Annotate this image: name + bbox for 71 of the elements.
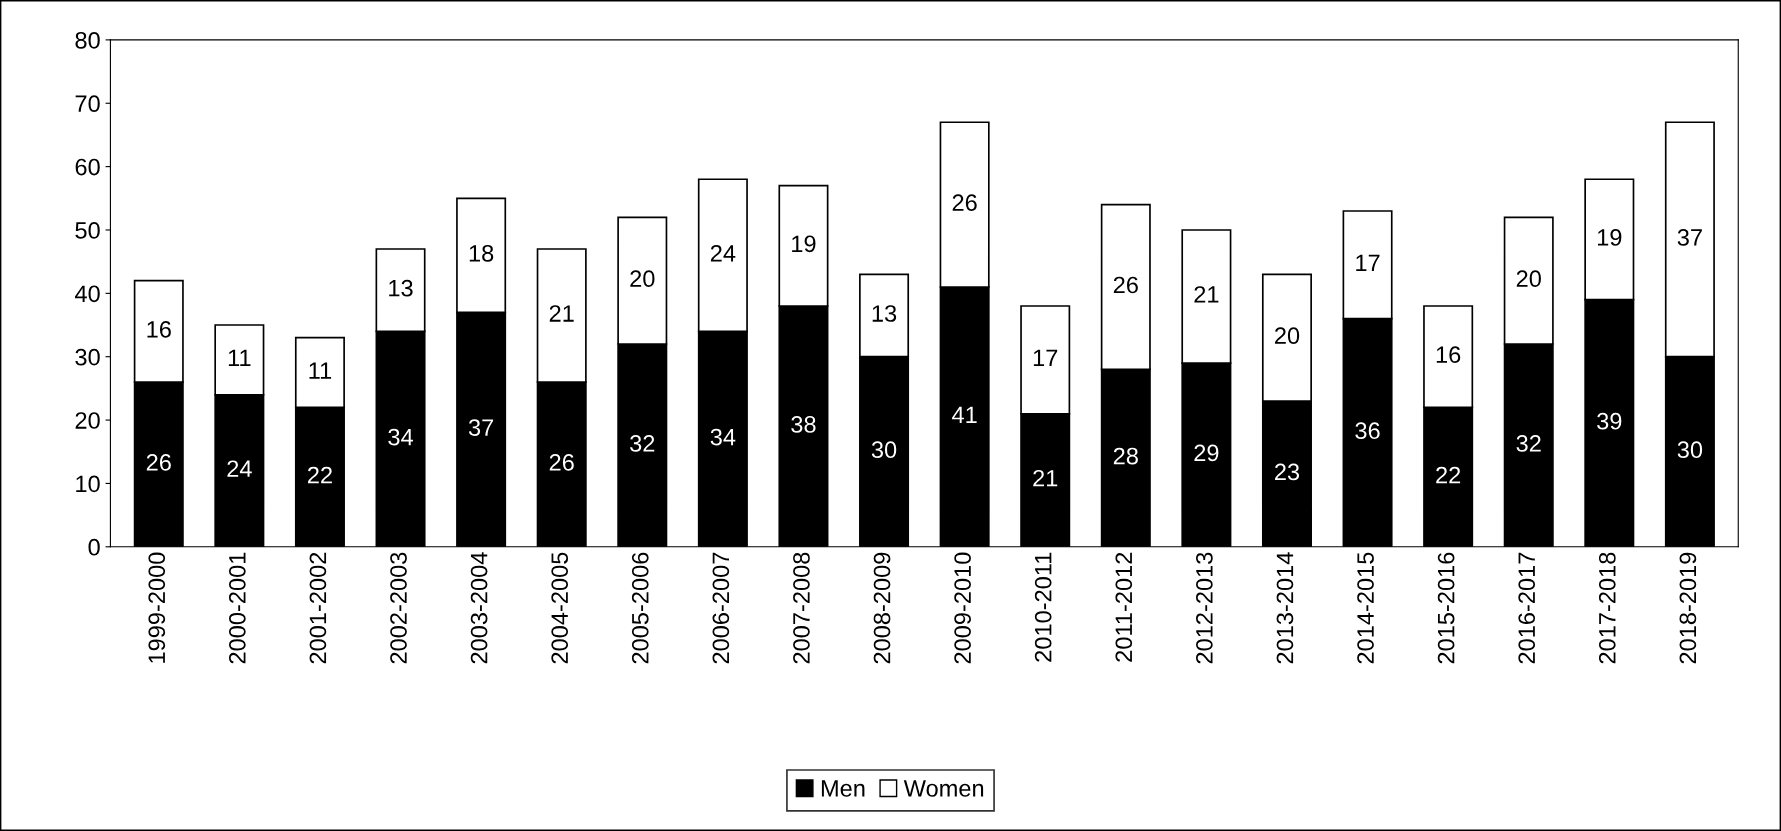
x-tick-label: 2014-2015 <box>1357 552 1374 664</box>
data-label: 22 <box>1436 466 1461 484</box>
data-label: 24 <box>710 244 736 262</box>
x-tick-label: 2009-2010 <box>954 552 971 664</box>
data-label: 26 <box>146 454 171 471</box>
y-tick-label: 10 <box>76 475 100 493</box>
x-tick-label: 2007-2008 <box>793 552 810 664</box>
data-label: 30 <box>871 441 897 459</box>
data-label: 38 <box>791 416 816 433</box>
data-label: 20 <box>630 270 655 288</box>
data-label: 22 <box>308 466 332 484</box>
x-tick-label: 2005-2006 <box>631 552 649 664</box>
legend-label: Men <box>821 780 865 797</box>
data-label: 16 <box>147 320 171 338</box>
data-label: 21 <box>1033 469 1058 487</box>
x-tick-label: 2010-2011 <box>1034 552 1052 662</box>
data-label: 37 <box>468 419 494 436</box>
data-label: 29 <box>1194 444 1219 462</box>
data-label: 26 <box>952 194 977 211</box>
data-label: 19 <box>1597 229 1622 246</box>
legend-label: Women <box>903 780 984 797</box>
y-tick-label: 20 <box>75 412 100 429</box>
data-label: 20 <box>1516 270 1541 288</box>
x-tick-label: 2001-2002 <box>309 552 327 664</box>
data-label: 28 <box>1113 447 1138 465</box>
x-tick-label: 2012-2013 <box>1196 552 1213 664</box>
data-label: 24 <box>227 460 252 477</box>
data-label: 37 <box>1677 229 1702 246</box>
data-label: 34 <box>388 428 413 446</box>
y-tick-label: 70 <box>75 95 100 113</box>
data-label: 23 <box>1275 463 1300 481</box>
x-tick-label: 2015-2016 <box>1437 552 1455 664</box>
x-tick-label: 2006-2007 <box>712 552 730 664</box>
x-tick-label: 2004-2005 <box>551 552 569 664</box>
y-tick-label: 60 <box>75 158 100 176</box>
y-tick-label: 40 <box>74 285 100 303</box>
data-label: 13 <box>872 305 897 322</box>
x-tick-label: 2000-2001 <box>228 552 246 664</box>
x-tick-label: 1999-2000 <box>148 552 166 663</box>
data-label: 11 <box>228 349 251 366</box>
y-tick-label: 50 <box>75 222 100 239</box>
data-label: 32 <box>630 435 655 452</box>
data-label: 19 <box>792 235 816 253</box>
data-label: 26 <box>549 454 574 471</box>
x-tick-label: 2003-2004 <box>470 552 488 664</box>
data-label: 18 <box>469 244 494 262</box>
data-label: 20 <box>1275 327 1300 345</box>
x-tick-label: 2008-2009 <box>873 552 891 664</box>
x-tick-label: 2018-2019 <box>1679 552 1697 664</box>
data-label: 11 <box>309 362 332 379</box>
data-label: 41 <box>952 406 977 424</box>
data-label: 16 <box>1436 346 1461 364</box>
x-tick-label: 2011-2012 <box>1115 552 1133 662</box>
data-label: 21 <box>549 305 574 322</box>
data-label: 39 <box>1597 412 1622 430</box>
data-label: 26 <box>1113 276 1138 294</box>
data-label: 21 <box>1194 286 1219 303</box>
data-label: 17 <box>1356 254 1380 271</box>
data-label: 30 <box>1677 441 1703 459</box>
data-label: 34 <box>710 428 736 446</box>
x-tick-label: 2017-2018 <box>1598 552 1616 664</box>
x-tick-label: 2016-2017 <box>1518 552 1536 664</box>
y-tick-label: 80 <box>75 31 100 49</box>
x-tick-label: 2002-2003 <box>390 552 407 664</box>
data-label: 17 <box>1033 349 1058 366</box>
y-tick-label: 30 <box>75 348 100 366</box>
data-label: 32 <box>1516 435 1541 452</box>
data-label: 36 <box>1355 422 1380 440</box>
y-tick-label: 0 <box>88 538 100 556</box>
x-tick-label: 2013-2014 <box>1276 552 1294 664</box>
data-label: 13 <box>389 279 413 297</box>
